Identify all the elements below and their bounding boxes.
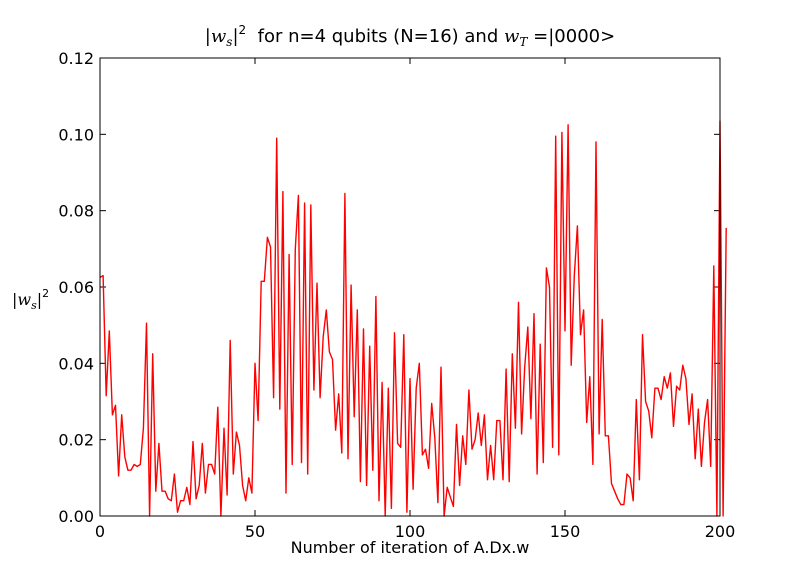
ylabel-ws-sub: s	[31, 299, 37, 312]
ylabel-ws-sup: 2	[42, 287, 49, 300]
title-state: |0000>	[548, 26, 615, 47]
title-wt: w	[504, 26, 520, 47]
x-tick-label: 50	[245, 522, 265, 541]
chart-title: |ws|2 for n=4 qubits (N=16) and wT =|000…	[205, 23, 615, 49]
series-line	[99, 120, 727, 517]
x-tick-label: 100	[395, 522, 426, 541]
title-text: for n=4 qubits (N=16) and	[246, 26, 504, 47]
series-layer	[99, 120, 727, 517]
title-ws-sup: 2	[239, 23, 247, 37]
title-equals: =	[527, 26, 548, 47]
title-ws: |w	[205, 26, 227, 47]
y-axis-label: |ws|2	[12, 287, 49, 312]
ylabel-ws-close: |	[37, 290, 42, 309]
plot-frame	[99, 57, 721, 517]
y-tick-label: 0.06	[58, 278, 94, 297]
tick-labels: 0 50 100 150 200 0.00 0.02 0.04 0.06 0.08 0.10 0.12	[58, 49, 735, 541]
x-tick-label: 150	[550, 522, 581, 541]
ylabel-ws: |w	[12, 290, 31, 309]
plot-area	[100, 58, 720, 516]
title-ws-sub: s	[226, 35, 232, 49]
y-tick-label: 0.08	[58, 202, 94, 221]
y-tick-label: 0.00	[58, 507, 94, 526]
y-tick-label: 0.10	[58, 125, 94, 144]
x-tick-label: 200	[705, 522, 736, 541]
x-tick-label: 0	[95, 522, 105, 541]
x-axis-label: Number of iteration of A.Dx.w	[291, 538, 530, 557]
y-tick-label: 0.02	[58, 431, 94, 450]
y-tick-label: 0.04	[58, 354, 94, 373]
y-tick-label: 0.12	[58, 49, 94, 68]
title-wt-sub: T	[519, 35, 528, 49]
title-ws-close: |	[232, 26, 238, 47]
